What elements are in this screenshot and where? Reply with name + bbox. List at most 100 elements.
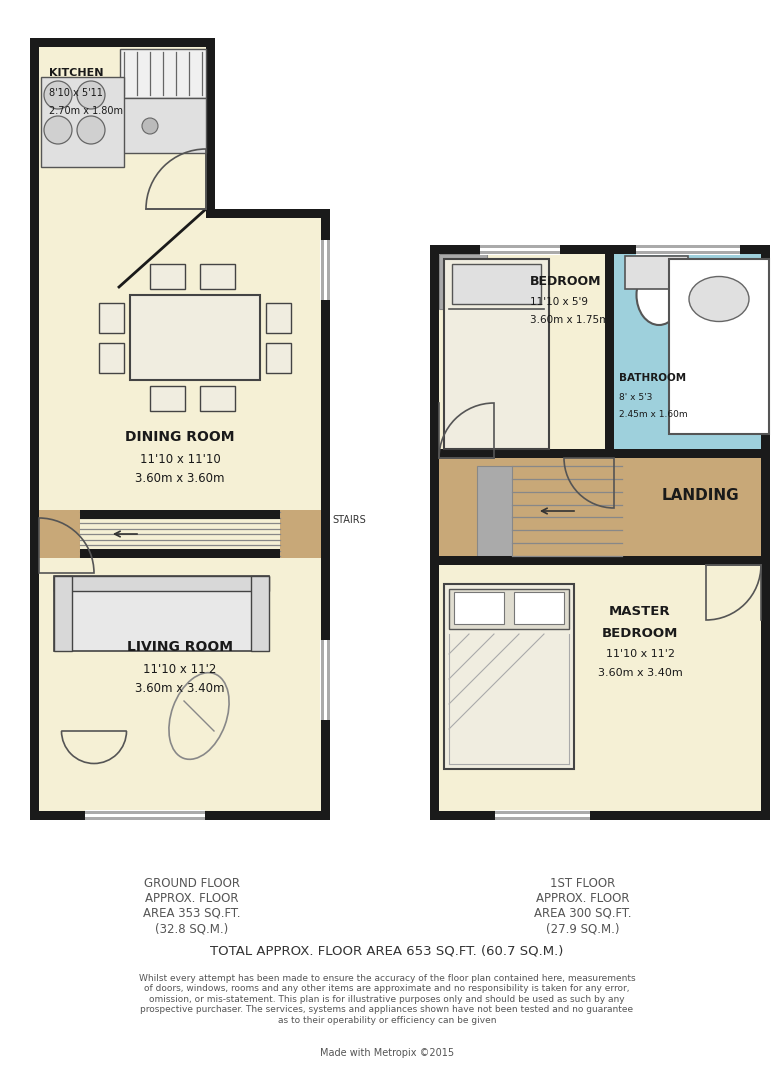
Text: 2.70m x 1.80m: 2.70m x 1.80m [49, 106, 123, 116]
Bar [30, 218, 39, 820]
Text: 11'10 x 5'9: 11'10 x 5'9 [530, 297, 588, 307]
Bar [444, 584, 574, 769]
Bar [30, 38, 39, 218]
Bar [495, 810, 590, 821]
Bar [636, 251, 740, 254]
Ellipse shape [689, 276, 749, 322]
Text: 11'10 x 11'10: 11'10 x 11'10 [140, 453, 220, 465]
Text: BATHROOM: BATHROOM [619, 373, 686, 383]
Bar [251, 576, 269, 651]
Bar [30, 38, 215, 48]
Text: 2.45m x 1.60m: 2.45m x 1.60m [619, 410, 687, 419]
Bar [130, 295, 260, 380]
Bar [480, 251, 560, 254]
Bar [80, 549, 280, 558]
Bar [99, 343, 124, 373]
Bar [625, 256, 688, 289]
Bar [30, 811, 85, 820]
Text: 3.60m x 3.60m: 3.60m x 3.60m [136, 472, 225, 485]
Bar [266, 343, 291, 373]
Bar [327, 240, 330, 300]
Text: 8'10 x 5'11: 8'10 x 5'11 [49, 87, 103, 98]
Bar [480, 245, 560, 248]
Bar [205, 811, 330, 820]
Circle shape [44, 81, 72, 109]
Bar [321, 640, 324, 720]
Bar [439, 458, 761, 565]
Bar [761, 245, 770, 820]
Bar [54, 576, 72, 651]
Bar [495, 816, 590, 820]
Bar [605, 254, 614, 458]
Bar [439, 254, 487, 309]
Bar [206, 38, 215, 218]
Circle shape [77, 81, 105, 109]
Bar [669, 259, 769, 434]
Bar [439, 556, 761, 565]
Text: 8' x 5'3: 8' x 5'3 [619, 393, 653, 402]
Circle shape [142, 118, 158, 134]
Bar [449, 589, 569, 629]
Circle shape [77, 116, 105, 144]
Bar [80, 510, 280, 519]
Bar [514, 592, 564, 624]
Text: 3.60m x 1.75m: 3.60m x 1.75m [530, 315, 609, 325]
Bar [120, 49, 206, 98]
Bar [321, 218, 330, 820]
Text: BEDROOM: BEDROOM [530, 275, 601, 288]
Bar [614, 254, 761, 458]
Text: BEDROOM: BEDROOM [602, 627, 678, 640]
Bar [54, 576, 269, 651]
Bar [327, 640, 330, 720]
Bar [200, 386, 235, 411]
Bar [430, 811, 770, 820]
Bar [439, 449, 761, 458]
Text: Made with Metropix ©2015: Made with Metropix ©2015 [320, 1048, 454, 1058]
Text: 3.60m x 3.40m: 3.60m x 3.40m [598, 669, 682, 678]
Bar [444, 259, 549, 449]
Bar [39, 218, 321, 811]
Bar [320, 640, 331, 720]
Bar [430, 245, 770, 254]
Bar [85, 811, 205, 814]
Text: 11'10 x 11'2: 11'10 x 11'2 [605, 649, 674, 659]
Bar [120, 98, 206, 153]
Text: LIVING ROOM: LIVING ROOM [127, 640, 233, 654]
Bar [477, 465, 512, 556]
Bar [30, 811, 330, 820]
Bar [30, 510, 80, 558]
Text: 11'10 x 11'2: 11'10 x 11'2 [143, 663, 217, 676]
Bar [41, 77, 124, 167]
Bar [99, 303, 124, 333]
Text: DINING ROOM: DINING ROOM [126, 430, 235, 444]
Bar [636, 244, 740, 255]
Text: Whilst every attempt has been made to ensure the accuracy of the floor plan cont: Whilst every attempt has been made to en… [139, 974, 636, 1025]
Bar [480, 244, 560, 255]
Bar [54, 576, 269, 591]
Text: KITCHEN: KITCHEN [49, 68, 104, 78]
Bar [85, 816, 205, 820]
Bar [320, 240, 331, 300]
Bar [495, 811, 590, 814]
Text: STAIRS: STAIRS [332, 515, 366, 525]
Bar [85, 810, 205, 821]
Bar [280, 510, 330, 558]
Text: MASTER: MASTER [609, 605, 671, 618]
Bar [454, 592, 504, 624]
Text: TOTAL APPROX. FLOOR AREA 653 SQ.FT. (60.7 SQ.M.): TOTAL APPROX. FLOOR AREA 653 SQ.FT. (60.… [210, 945, 563, 958]
Bar [266, 303, 291, 333]
Bar [321, 240, 324, 300]
Bar [452, 264, 541, 303]
Bar [200, 264, 235, 289]
Bar [430, 245, 439, 820]
Text: 3.60m x 3.40m: 3.60m x 3.40m [136, 681, 225, 696]
Bar [206, 210, 330, 218]
Bar [636, 245, 740, 248]
Bar [39, 48, 206, 218]
Circle shape [44, 116, 72, 144]
Bar [439, 254, 761, 811]
Bar [150, 386, 185, 411]
Ellipse shape [636, 265, 681, 325]
Bar [150, 264, 185, 289]
Text: LANDING: LANDING [661, 488, 739, 503]
